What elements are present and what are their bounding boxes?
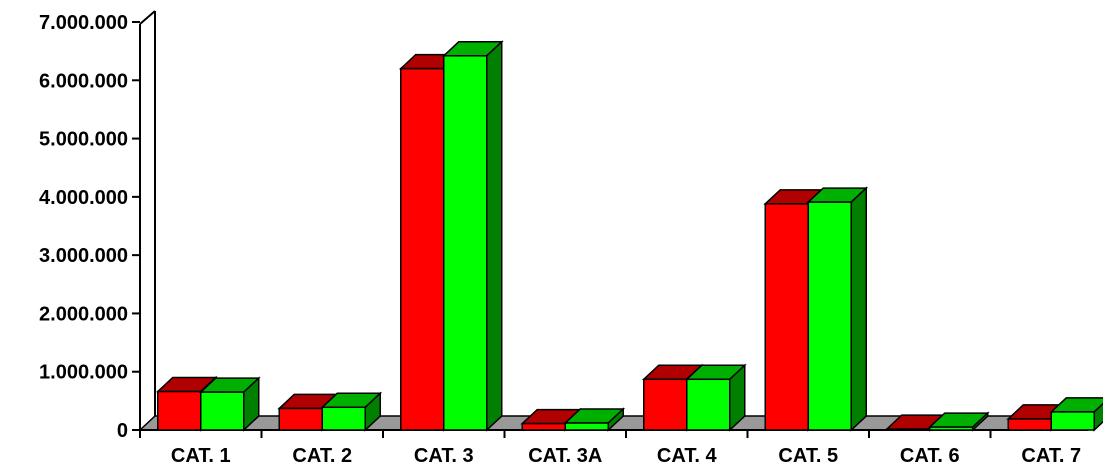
- bar-front-face: [764, 203, 809, 431]
- x-tick-label: CAT. 2: [292, 445, 352, 467]
- y-tick-label: 7.000.000: [39, 12, 128, 34]
- bar-front-face: [643, 378, 688, 431]
- bar: [320, 391, 383, 432]
- x-tick-label: CAT. 3: [414, 445, 474, 467]
- bar-top-face: [1049, 397, 1103, 413]
- x-tick-label: CAT. 3A: [528, 445, 602, 467]
- bar: [198, 376, 261, 432]
- bar-front-face: [321, 406, 366, 431]
- x-tick-labels: CAT. 1 CAT. 2 CAT. 3 CAT. 3A CAT. 4 CAT. 5 CAT…: [171, 445, 1081, 467]
- y-tick-label: 4.000.000: [39, 187, 128, 209]
- bar-front-face: [200, 391, 245, 431]
- bar-front-face: [400, 67, 445, 431]
- bar: [441, 40, 504, 432]
- x-tick-label: CAT. 1: [171, 445, 231, 467]
- chart-bars: [155, 40, 1103, 432]
- bar: [806, 186, 869, 432]
- bar-front-face: [807, 201, 852, 431]
- bar-front-face: [686, 378, 731, 431]
- bar-front-face: [564, 422, 609, 431]
- x-tick-label: CAT. 4: [657, 445, 718, 467]
- bar: [684, 363, 747, 432]
- x-tick-label: CAT. 6: [900, 445, 960, 467]
- y-tick-labels: 0 1.000.000 2.000.000 3.000.000 4.000.000 5.0…: [39, 12, 140, 442]
- bar-side-face: [486, 40, 503, 432]
- y-tick-label: 1.000.000: [39, 362, 128, 384]
- bar-front-face: [1050, 411, 1095, 431]
- bar-front-face: [157, 390, 202, 431]
- y-tick-label: 0: [117, 420, 128, 442]
- y-tick-label: 5.000.000: [39, 129, 128, 151]
- bar-front-face: [443, 55, 488, 431]
- x-tick-label: CAT. 7: [1021, 445, 1081, 467]
- bar-side-face: [850, 186, 867, 432]
- bar-front-face: [521, 422, 566, 431]
- bar: [1049, 397, 1103, 432]
- bar: [927, 411, 990, 432]
- bar-front-face: [278, 407, 323, 431]
- y-axis-top-edge: [139, 10, 156, 25]
- x-tick-label: CAT. 5: [778, 445, 838, 467]
- bar-front-face: [929, 426, 974, 431]
- y-tick-label: 2.000.000: [39, 303, 128, 325]
- bar-front-face: [886, 428, 931, 431]
- y-tick-label: 3.000.000: [39, 245, 128, 267]
- chart-axes: [139, 10, 1088, 438]
- y-tick-label: 6.000.000: [39, 70, 128, 92]
- bar: [563, 407, 626, 432]
- bar-front-face: [1007, 418, 1052, 431]
